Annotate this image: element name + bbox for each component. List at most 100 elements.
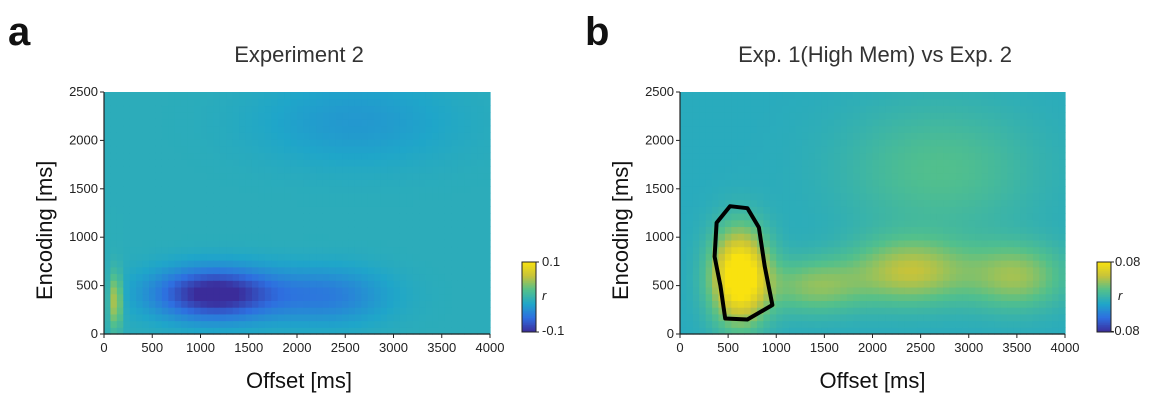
heatmap-cell [1007,307,1015,315]
heatmap-cell [200,112,208,120]
heatmap-cell [438,260,446,268]
heatmap-cell [387,260,395,268]
heatmap-cell [1007,125,1015,133]
heatmap-cell [399,159,407,167]
heatmap-cell [975,226,983,234]
heatmap-cell [846,199,854,207]
heatmap-cell [425,300,433,308]
heatmap-cell [470,246,478,254]
heatmap-cell [763,213,771,221]
heatmap-cell [724,98,732,107]
heatmap-cell [181,112,189,120]
heatmap-cell [1045,199,1053,207]
heatmap-cell [277,253,285,261]
heatmap-cell [988,172,996,180]
heatmap-cell [232,239,240,248]
heatmap-cell [853,307,861,315]
heatmap-cell [342,313,350,322]
heatmap-cell [866,253,874,261]
heatmap-cell [724,300,732,308]
heatmap-cell [686,233,694,241]
heatmap-cell [181,159,189,167]
heatmap-cell [699,159,707,167]
heatmap-cell [872,206,880,214]
heatmap-cell [981,206,989,214]
heatmap-cell [962,92,970,100]
heatmap-cell [477,233,485,241]
heatmap-cell [142,327,150,335]
heatmap-cell [801,159,809,167]
heatmap-cell [827,179,835,187]
heatmap-cell [782,266,790,275]
heatmap-cell [444,260,452,268]
heatmap-cell [219,199,227,207]
heatmap-cell [955,307,963,315]
heatmap-cell [354,239,362,248]
heatmap-cell [303,307,311,315]
heatmap-cell [975,192,983,201]
heatmap-cell [692,273,700,281]
heatmap-cell [329,152,337,160]
heatmap-cell [1039,239,1047,248]
heatmap-cell [975,206,983,214]
heatmap-cell [251,300,259,308]
heatmap-cell [226,253,234,261]
heatmap-cell [387,112,395,120]
heatmap-cell [354,327,362,335]
heatmap-cell [303,179,311,187]
heatmap-cell [955,253,963,261]
heatmap-cell [393,266,401,275]
heatmap-cell [444,105,452,113]
heatmap-cell [680,266,688,275]
heatmap-cell [464,273,472,281]
heatmap-cell [348,273,356,281]
heatmap-cell [457,246,465,254]
heatmap-cell [309,179,317,187]
heatmap-cell [303,199,311,207]
heatmap-cell [943,233,951,241]
heatmap-cell [258,266,266,275]
heatmap-cell [161,273,169,281]
heatmap-cell [692,92,700,100]
heatmap-cell [303,213,311,221]
heatmap-cell [776,280,784,288]
heatmap-cell [1032,253,1040,261]
heatmap-cell [814,293,822,301]
heatmap-cell [335,206,343,214]
colorbar-segment [1097,330,1111,333]
heatmap-cell [470,159,478,167]
heatmap-cell [975,152,983,160]
heatmap-cell [226,286,234,295]
heatmap-cell [994,165,1002,174]
heatmap-cell [968,307,976,315]
heatmap-cell [891,260,899,268]
heatmap-cell [988,98,996,107]
heatmap-cell [718,266,726,275]
heatmap-cell [271,239,279,248]
heatmap-cell [477,112,485,120]
heatmap-cell [226,320,234,328]
heatmap-cell [994,300,1002,308]
heatmap-cell [692,139,700,147]
heatmap-cell [206,253,214,261]
heatmap-cell [226,273,234,281]
heatmap-cell [1000,92,1008,100]
heatmap-cell [354,313,362,322]
heatmap-cell [776,206,784,214]
heatmap-cell [297,320,305,328]
heatmap-cell [904,152,912,160]
heatmap-cell [104,219,112,228]
heatmap-cell [226,246,234,254]
heatmap-cell [168,219,176,228]
heatmap-cell [769,239,777,248]
heatmap-cell [1020,152,1028,160]
heatmap-cell [724,233,732,241]
heatmap-cell [949,293,957,301]
heatmap-cell [393,226,401,234]
heatmap-cell [393,280,401,288]
heatmap-cell [251,125,259,133]
heatmap-cell [680,226,688,234]
heatmap-cell [200,300,208,308]
heatmap-cell [335,260,343,268]
heatmap-cell [789,159,797,167]
